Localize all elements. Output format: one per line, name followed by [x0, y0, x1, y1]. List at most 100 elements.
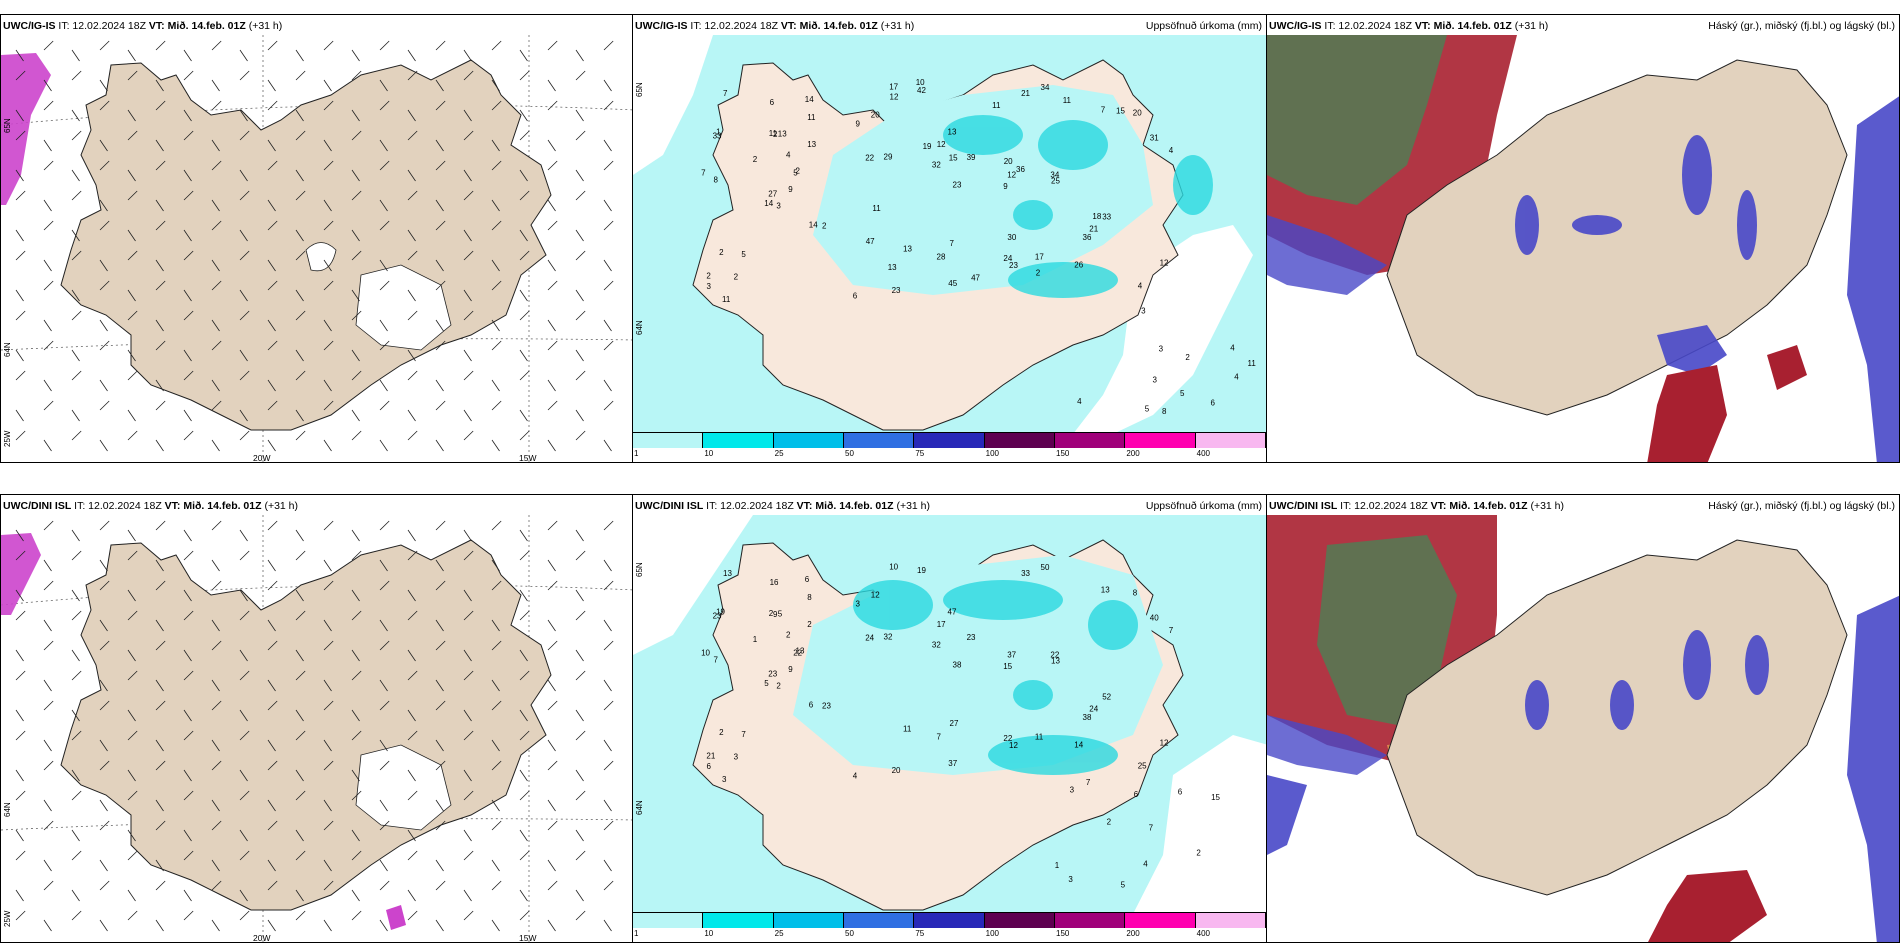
precip-value-label: 5: [778, 610, 783, 619]
wind-barb: [15, 670, 26, 681]
wind-barb: [15, 910, 26, 921]
wind-barb: [295, 130, 306, 141]
precip-value-label: 4: [1077, 397, 1082, 406]
wind-barb: [463, 529, 472, 542]
colorbar-swatch: [1125, 912, 1196, 928]
wind-barb: [435, 199, 444, 212]
wind-barb: [71, 589, 80, 602]
wind-barb: [71, 49, 80, 62]
precip-value-label: 19: [716, 607, 725, 616]
wind-barb: [99, 160, 110, 171]
wind-barb: [71, 250, 82, 261]
precip-value-label: 32: [932, 641, 941, 650]
wind-barb: [211, 640, 222, 651]
wind-barb: [463, 130, 474, 141]
colorbar-swatch: [703, 912, 774, 928]
wind-barb: [575, 790, 586, 801]
wind-barb: [239, 769, 248, 782]
wind-barb: [575, 550, 586, 561]
wind-barb: [43, 820, 54, 831]
wind-barb: [15, 409, 24, 422]
wind-barb: [211, 139, 220, 152]
wind-barb: [351, 649, 360, 662]
wind-barb: [519, 709, 528, 722]
wind-barb: [379, 679, 388, 692]
precip-value-label: 12: [890, 92, 899, 101]
wind-barb: [435, 760, 446, 771]
wind-barb: [71, 109, 80, 122]
wind-barb: [211, 739, 220, 752]
wind-barb: [295, 409, 304, 422]
lat-label: 25W: [3, 910, 12, 927]
wind-barb: [155, 79, 164, 92]
wind-barb: [351, 910, 362, 921]
wind-barb: [463, 709, 472, 722]
precip-value-label: 2: [719, 728, 724, 737]
precip-value-label: 11: [722, 295, 731, 304]
wind-barb: [183, 649, 192, 662]
wind-barb: [435, 619, 444, 632]
wind-barb: [491, 259, 500, 272]
wind-barb: [267, 259, 276, 272]
wind-barb: [127, 610, 138, 621]
wind-barb: [323, 679, 332, 692]
wind-barb: [43, 259, 52, 272]
wind-barb: [323, 79, 332, 92]
precip-value-label: 8: [714, 176, 719, 185]
wind-barb: [519, 910, 530, 921]
wind-barb: [99, 799, 108, 812]
colorbar-tick: 10: [704, 929, 714, 938]
wind-barb: [491, 820, 502, 831]
wind-barb: [379, 379, 388, 392]
precip-value-label: 20: [871, 110, 880, 119]
wind-barb: [183, 229, 192, 242]
wind-barb: [15, 109, 24, 122]
wind-barb: [351, 229, 360, 242]
wind-barb: [575, 349, 584, 362]
precip-value-label: 40: [1150, 614, 1159, 623]
wind-barb: [547, 619, 556, 632]
wind-barb: [15, 610, 26, 621]
wind-barb: [351, 829, 360, 842]
wind-barb: [211, 760, 222, 771]
precip-value-label: 29: [884, 153, 893, 162]
precip-value-label: 9: [773, 610, 778, 619]
wind-barb: [267, 139, 276, 152]
wind-barb: [435, 220, 446, 231]
wind-barb: [43, 160, 54, 171]
precip-value-label: 14: [805, 95, 814, 104]
wind-barb: [211, 400, 222, 411]
wind-barb: [71, 889, 80, 902]
wind-barb: [323, 139, 332, 152]
wind-barb: [43, 580, 54, 591]
precip-value-label: 47: [971, 273, 980, 282]
wind-barb: [603, 340, 614, 351]
wind-barb: [155, 619, 164, 632]
wind-barb: [267, 760, 278, 771]
wind-barb: [351, 289, 360, 302]
wind-barb: [407, 730, 418, 741]
lat-label: 64N: [3, 342, 12, 357]
wind-barb: [547, 520, 558, 531]
wind-barb: [71, 550, 82, 561]
wind-barb: [603, 439, 612, 452]
wind-barb: [43, 679, 52, 692]
precip-value-label: 15: [1116, 107, 1125, 116]
wind-barb: [603, 319, 612, 332]
wind-barb: [71, 910, 82, 921]
wind-barb: [491, 739, 500, 752]
wind-barb: [99, 199, 108, 212]
wind-barb: [295, 370, 306, 381]
wind-barb: [239, 409, 248, 422]
wind-barb: [323, 859, 332, 872]
wind-barb: [407, 250, 418, 261]
wind-barb: [575, 430, 586, 441]
wind-barb: [351, 709, 360, 722]
wind-barb: [351, 610, 362, 621]
wind-barb: [211, 439, 220, 452]
wind-barb: [43, 139, 52, 152]
precip-value-label: 9: [856, 120, 861, 129]
wind-barb: [351, 130, 362, 141]
wind-barb: [155, 259, 164, 272]
wind-barb: [15, 349, 24, 362]
